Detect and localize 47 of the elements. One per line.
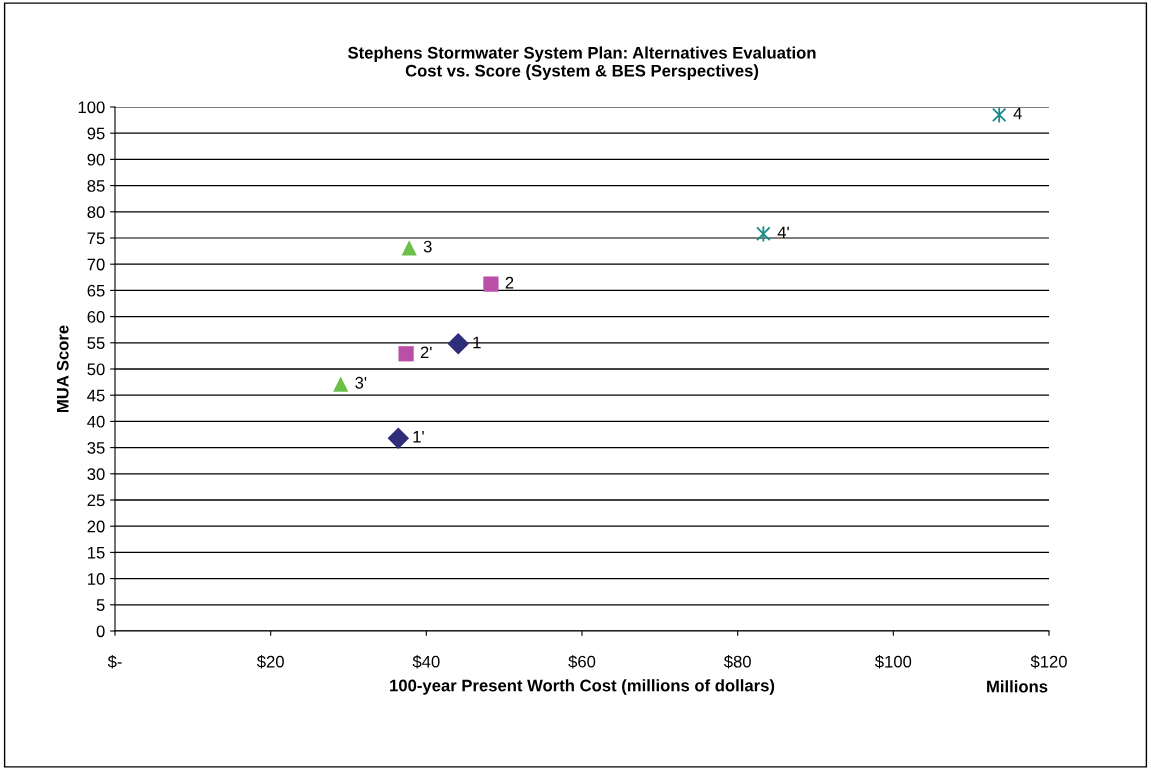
x-tick-label: $60 [568,655,596,669]
y-tick-label: 0 [96,625,105,638]
text: Millions [987,680,1048,693]
x-axis-title: 100-year Present Worth Cost (millions of dollars) [390,679,775,695]
point [333,376,349,392]
point [447,333,469,355]
y-tick-label: 80 [87,206,105,218]
y-tick-label: 15 [88,546,105,559]
point [483,276,499,292]
y-tick-label: 5 [96,599,105,611]
y-axis-title: MUA Score [56,325,69,413]
point [401,240,417,256]
x-tick-label: $120 [1030,655,1067,669]
x-tick-label: $100 [874,655,912,669]
series-label: 2 [505,276,514,289]
point [398,346,414,362]
series-label: 3' [355,376,367,389]
y-tick-label: 45 [87,389,105,402]
x-tick-label: $20 [256,655,284,669]
x-tick-label: $80 [723,655,751,669]
y-tick-label: 10 [88,573,105,585]
y-tick-label: 50 [87,363,105,376]
y-tick-label: 85 [87,180,105,192]
y-tick-label: 35 [87,442,105,454]
y-tick-label: 70 [87,258,105,271]
point [387,427,410,449]
y-tick-label: 95 [87,127,105,140]
y-tick-label: 30 [87,468,105,480]
y-tick-label: 25 [87,494,105,507]
point [756,225,771,243]
x-tick-label: $- [107,655,122,669]
x-tick-label: $40 [412,655,440,669]
y-tick-label: 55 [87,337,105,349]
series-label: 1' [413,431,424,443]
y-tick-label: 60 [87,311,105,323]
chart-title: Stephens Stormwater System Plan: Alternatives Evaluation Cost vs. Score (System & BES Perspectives) [348,46,816,80]
series-label: 4' [777,226,789,239]
y-tick-label: 40 [87,415,105,428]
y-tick-label: 75 [87,232,105,245]
series-label: 4 [1013,107,1022,120]
series-label: 3 [423,240,432,253]
series-label: 2' [420,346,432,359]
y-tick-label: 100 [78,101,105,114]
y-tick-label: 90 [87,153,105,166]
y-tick-label: 65 [87,284,105,297]
point [991,107,1007,124]
y-tick-label: 20 [87,520,105,533]
